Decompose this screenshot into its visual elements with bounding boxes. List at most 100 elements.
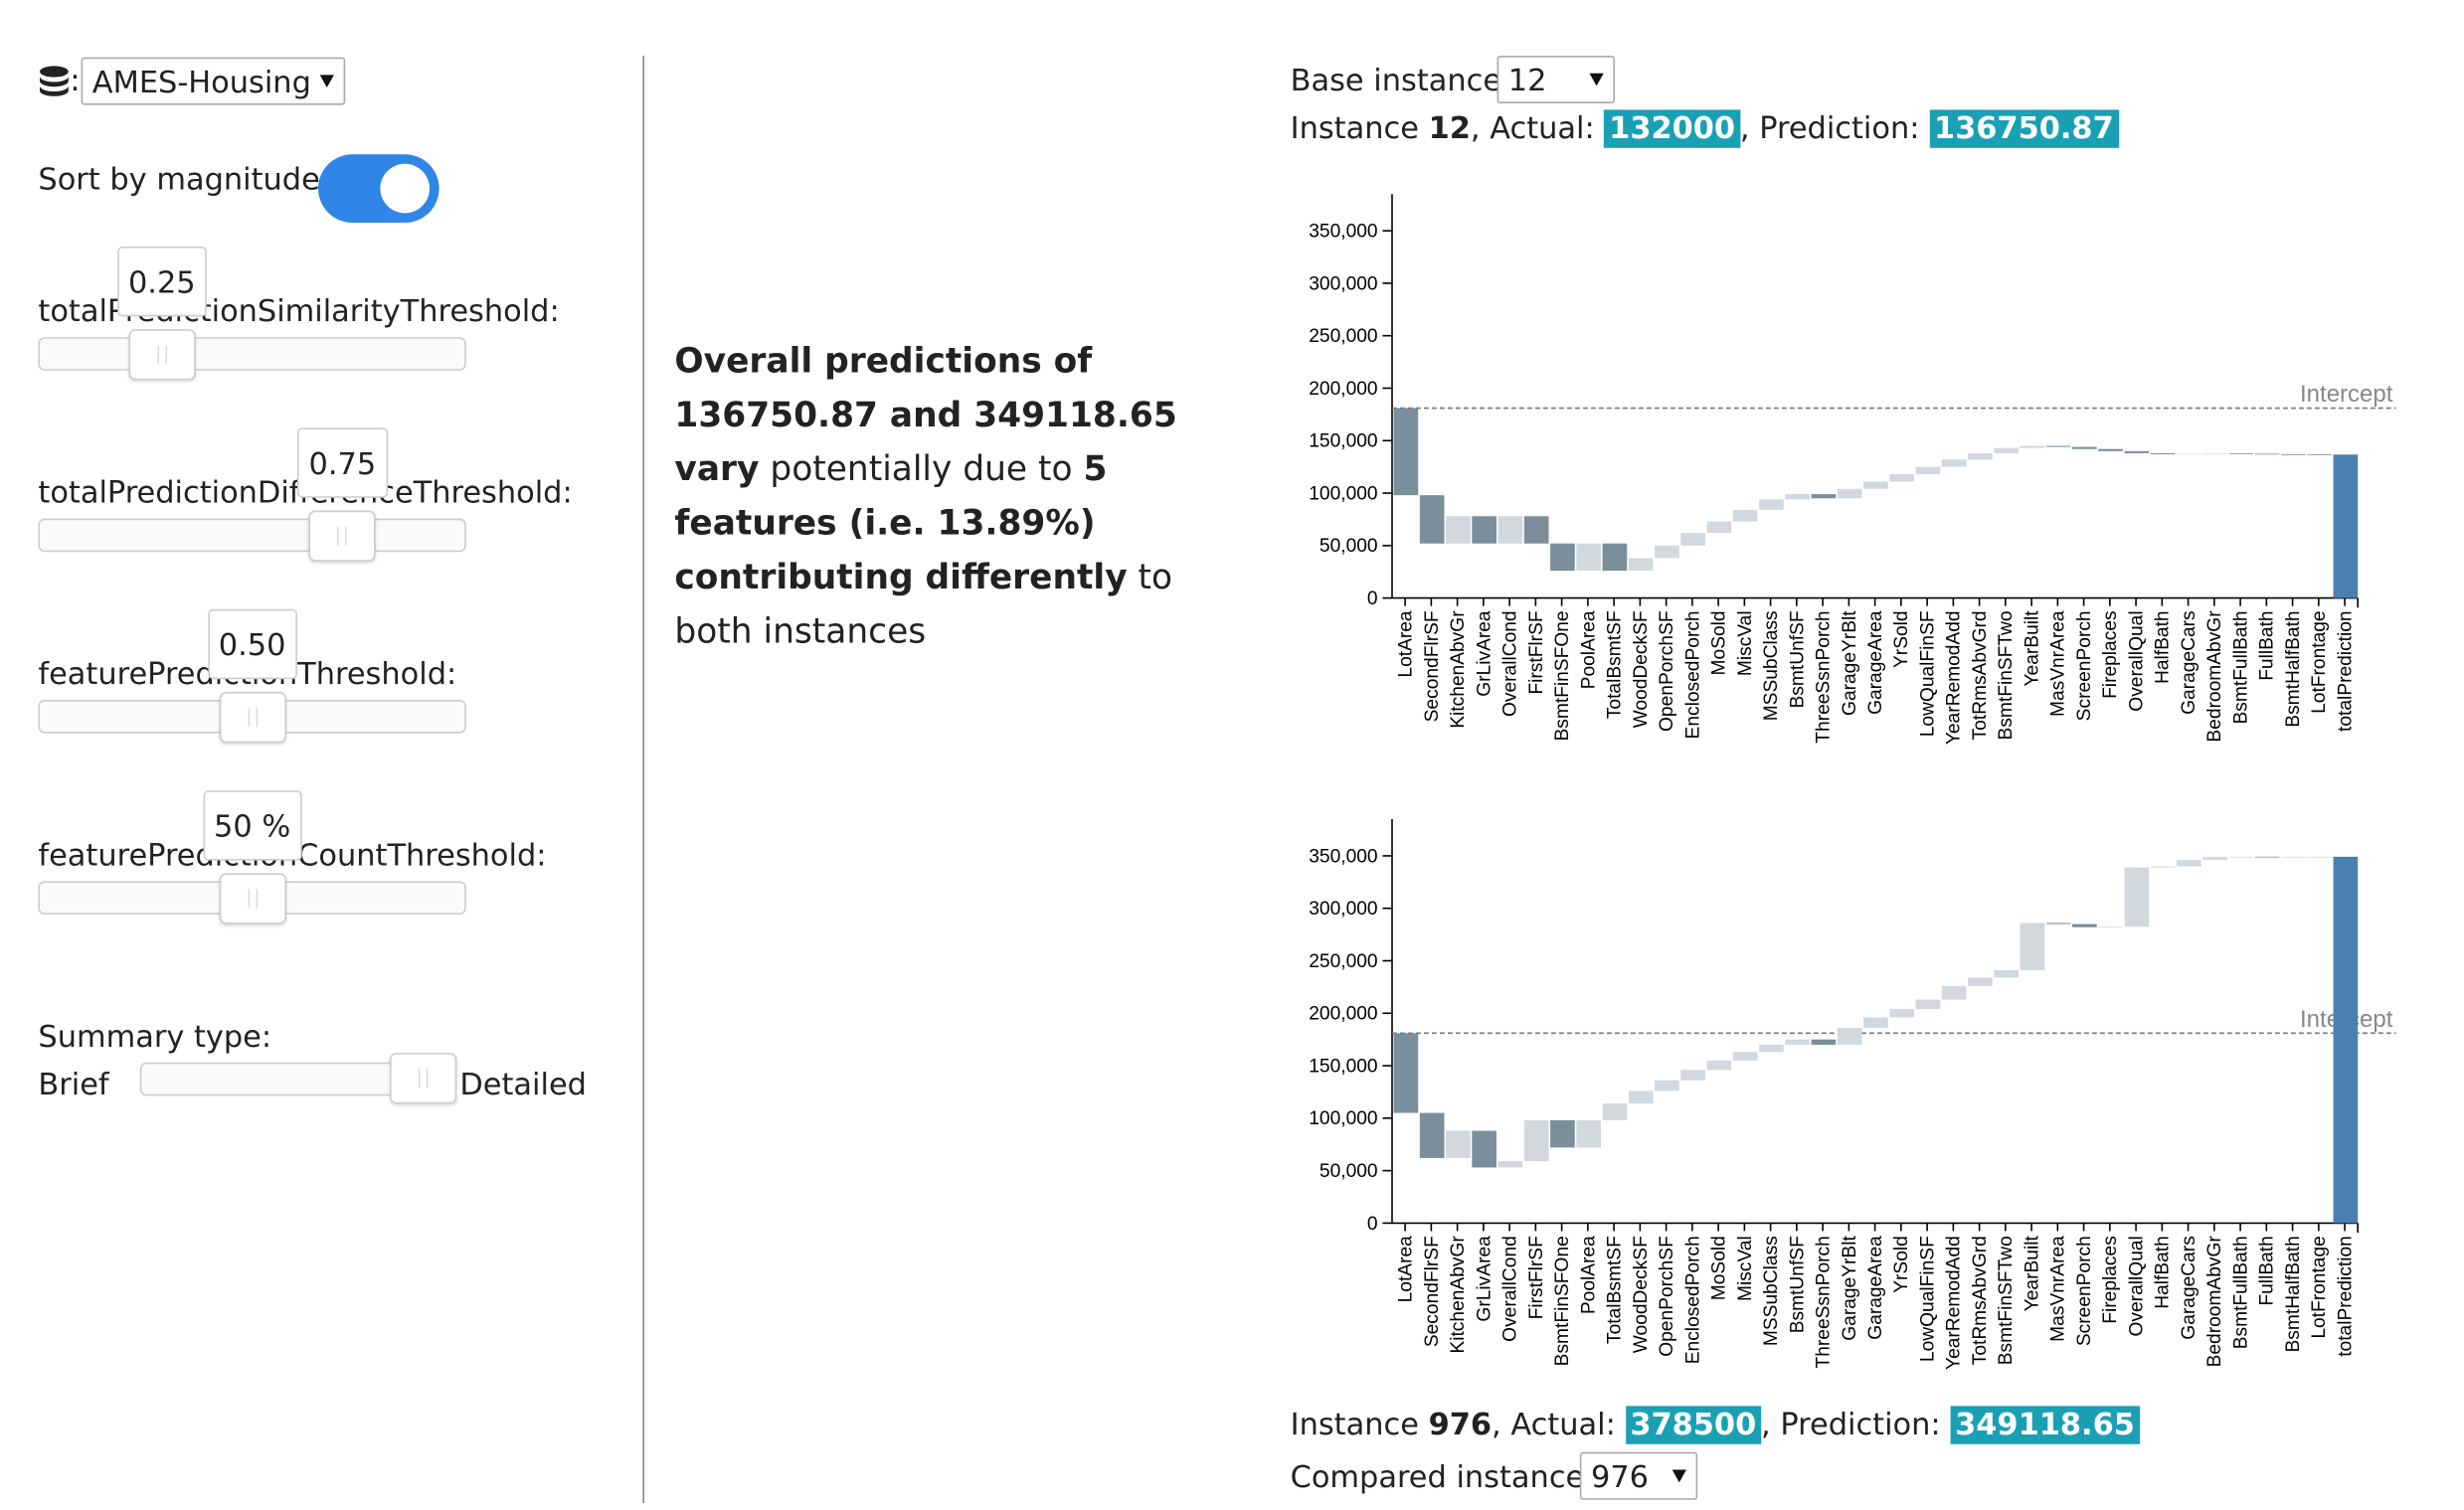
x-tick-label: MSSubClass [1761,610,1782,721]
x-tick-label: MiscVal [1735,1236,1756,1301]
summary-option: Detailed [459,1067,587,1102]
slider-value: 0.25 [116,247,207,317]
bar [2333,454,2359,598]
bar [1446,516,1471,544]
value-badge: 349118.65 [1950,1406,2140,1444]
y-tick-label: 50,000 [1320,536,1378,557]
bar [1732,1052,1758,1061]
x-tick-label: LotArea [1396,610,1417,678]
x-tick-label: OverallCond [1500,610,1521,717]
x-tick-label: FullBath [2257,1236,2278,1305]
y-tick-label: 250,000 [1309,951,1377,972]
slider-thumb[interactable] [308,510,376,562]
x-tick-label: BsmtFullBath [2230,1236,2251,1349]
value-badge: 378500 [1625,1406,1762,1444]
bar [1837,1028,1862,1045]
dataset-select[interactable]: AMES-Housing [81,57,346,105]
compared-instance-select[interactable]: 976 [1579,1451,1698,1500]
x-tick-label: BsmtHalfBath [2283,1236,2304,1352]
x-tick-label: FirstFlrSF [1526,1236,1547,1319]
base-instance-select[interactable]: 12 [1496,56,1615,103]
bar [1628,558,1654,572]
database-icon [40,66,69,96]
toggle-label: Sort by magnitude: [38,162,331,198]
x-tick-label: YearRemodAdd [1944,610,1965,745]
summary-label: Summary type: [38,1019,272,1055]
x-tick-label: KitchenAbvGr [1448,1236,1469,1354]
bar [1472,1130,1496,1168]
y-tick-label: 150,000 [1309,431,1377,452]
slider-thumb[interactable] [219,692,286,744]
bar [1811,494,1837,499]
x-tick-label: GrLivArea [1474,1236,1495,1322]
waterfall-chart: 0 50,000 100,000 150,000 200,000 250,000 300,0… [1309,194,2396,745]
x-tick-label: OverallQual [2126,610,2147,711]
x-tick-label: EnclosedPorch [1682,1236,1703,1364]
x-tick-label: TotalBsmtSF [1605,610,1626,719]
x-tick-label: YearBuilt [2022,1236,2042,1312]
x-tick-label: ThreeSsnPorch [1814,610,1835,743]
bar [2072,923,2097,927]
bar [1994,447,2019,453]
x-tick-label: OverallQual [2126,1236,2147,1336]
dropdown-arrow [319,75,334,87]
summary-option: Brief [38,1067,109,1102]
bar [1759,1044,1784,1053]
slider-track[interactable] [38,518,466,553]
waterfall-chart: 0 50,000 100,000 150,000 200,000 250,000 300,0… [1309,819,2396,1370]
x-tick-label: LotArea [1396,1236,1417,1303]
x-tick-label: TotRmsAbvGrd [1970,1236,1991,1365]
slider-thumb[interactable] [219,873,286,924]
x-tick-label: PoolArea [1578,610,1599,689]
bar [1837,488,1862,499]
slider-thumb[interactable] [128,329,196,381]
dataset-prefix: : [70,64,81,99]
base-instance-label: Base instance: [1290,64,1512,99]
y-tick-label: 350,000 [1309,846,1377,867]
x-tick-label: Fireplaces [2100,1236,2121,1324]
x-tick-label: GarageYrBlt [1840,1236,1860,1341]
bar [2228,856,2254,858]
slider-track[interactable] [38,337,466,371]
summary-thumb[interactable] [390,1053,457,1104]
x-tick-label: totalPrediction [2335,610,2356,732]
bar [2150,452,2176,454]
x-tick-label: TotRmsAbvGrd [1970,610,1991,740]
bar [1941,985,1967,1000]
text-segment: , Prediction: [1739,111,1930,147]
x-tick-label: WoodDeckSF [1631,1236,1652,1353]
x-tick-label: LotFrontage [2309,1236,2330,1338]
bar [1393,408,1419,496]
x-tick-label: BsmtFinSFOne [1552,610,1573,741]
x-tick-label: BsmtFinSFOne [1552,1236,1573,1366]
x-tick-label: WoodDeckSF [1631,610,1652,728]
bar [1889,474,1914,482]
x-tick-label: LowQualFinSF [1917,1236,1938,1362]
x-tick-label: OpenPorchSF [1657,610,1677,732]
compared-instance-info: Instance 976, Actual: 378500, Prediction… [1291,1406,2140,1444]
text-segment: Overall predictions of 136750.87 and 349… [674,342,1177,490]
dropdown-arrow [1672,1469,1686,1483]
bar [1497,1161,1523,1168]
x-tick-label: BsmtFinSFTwo [1996,610,2017,740]
text-segment: 5 features (i.e. 13.89%) contributing di… [674,449,1128,598]
x-tick-label: SecondFlrSF [1422,610,1443,722]
x-tick-label: BsmtUnfSF [1787,610,1808,708]
bar [1628,1091,1654,1104]
bar [2072,446,2097,449]
x-tick-label: PoolArea [1578,1236,1599,1314]
toggle-switch[interactable] [318,154,440,223]
x-tick-label: HalfBath [2153,610,2174,684]
dropdown-arrow [1589,73,1604,86]
y-tick-label: 350,000 [1309,222,1377,243]
bar [1863,481,1888,489]
bar [2202,452,2227,454]
bar [1706,1060,1732,1071]
bar [2045,445,2071,447]
bar [2020,923,2045,971]
compared-instance-label: Compared instance: [1290,1459,1595,1495]
bar [1655,1080,1679,1091]
x-tick-label: OverallCond [1500,1236,1521,1342]
bar [1863,1017,1888,1029]
x-tick-label: BsmtFullBath [2230,610,2251,724]
